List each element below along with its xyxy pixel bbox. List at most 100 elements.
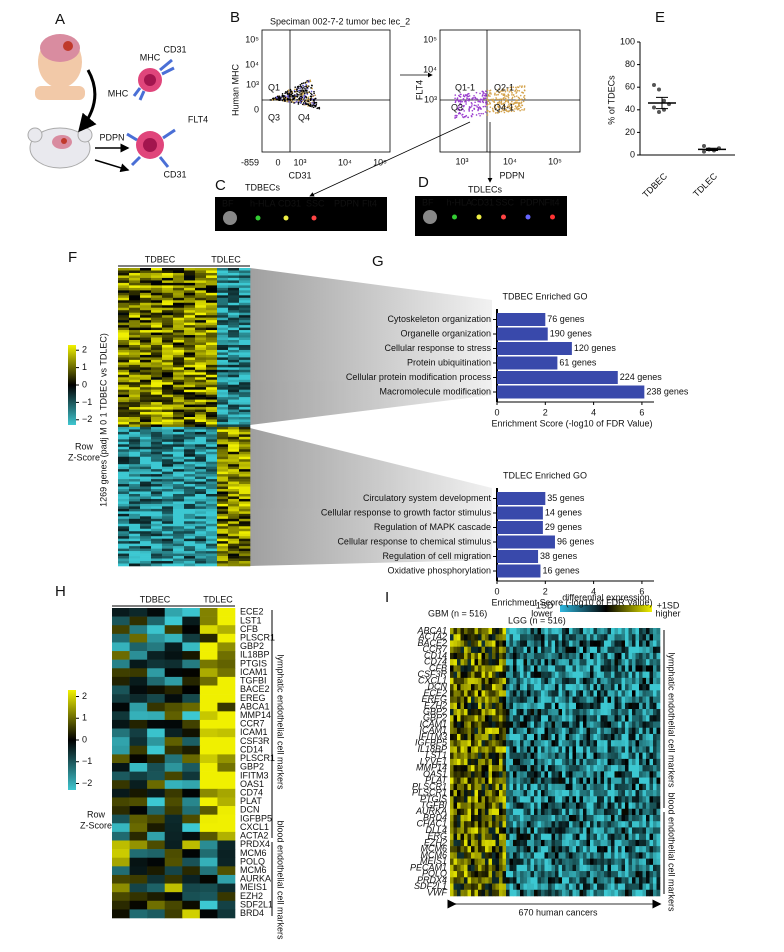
heat-cell <box>646 665 650 672</box>
heat-cell <box>530 864 535 872</box>
event <box>477 106 480 109</box>
event <box>498 110 501 113</box>
heat-cell <box>239 511 251 515</box>
heat-cell <box>495 827 500 834</box>
heat-cell <box>206 399 218 403</box>
heat-cell <box>646 727 650 735</box>
heat-cell <box>604 733 608 741</box>
heat-cell <box>206 305 218 309</box>
heat-cell <box>586 652 591 660</box>
heat-cell <box>118 506 130 510</box>
heat-cell <box>195 300 207 304</box>
heat-cell <box>635 715 640 722</box>
heat-cell <box>597 858 601 866</box>
heat-cell <box>239 484 251 487</box>
heat-cell <box>614 721 619 729</box>
heat-cell <box>495 640 500 647</box>
event <box>290 101 293 103</box>
heat-cell <box>129 526 141 530</box>
heat-cell <box>502 877 507 884</box>
heat-cell <box>195 461 207 465</box>
heat-cell <box>530 671 535 679</box>
heat-cell <box>471 777 475 785</box>
heat-cell <box>184 335 196 338</box>
heat-cell <box>534 877 538 884</box>
heat-cell <box>118 330 130 333</box>
heat-cell <box>516 628 521 635</box>
heat-cell <box>129 625 148 635</box>
heat-cell <box>499 721 503 729</box>
heat-cell <box>523 740 528 747</box>
heat-cell <box>151 496 163 500</box>
heat-cell <box>632 665 636 672</box>
heat-cell <box>656 690 661 697</box>
heat-cell <box>184 327 196 331</box>
heat-cell <box>151 417 163 420</box>
heat-cell <box>118 337 130 341</box>
heat-cell <box>239 409 251 413</box>
heat-cell <box>649 808 654 816</box>
event <box>275 96 278 99</box>
heat-cell <box>600 665 605 672</box>
heat-cell <box>562 752 566 760</box>
heat-cell <box>184 344 196 348</box>
heat-cell <box>217 290 229 294</box>
heat-cell <box>541 684 545 691</box>
heat-cell <box>467 771 472 778</box>
heat-cell <box>464 690 468 697</box>
event <box>465 93 467 96</box>
heat-cell <box>151 548 163 552</box>
heat-cell <box>217 295 229 299</box>
heat-cell <box>199 857 218 867</box>
heat-cell <box>621 827 626 834</box>
heat-cell <box>607 696 612 704</box>
heat-cell <box>600 628 605 635</box>
heat-cell <box>548 690 552 697</box>
heat-cell <box>162 409 174 413</box>
heat-cell <box>239 526 251 530</box>
heat-cell <box>460 746 465 753</box>
heat-cell <box>548 858 552 866</box>
heat-cell <box>471 821 475 828</box>
heat-cell <box>541 802 545 810</box>
event <box>506 106 509 108</box>
heat-cell <box>649 864 654 872</box>
heat-cell <box>548 671 552 679</box>
heat-cell <box>649 827 654 834</box>
heat-cell <box>537 646 542 654</box>
heat-cell <box>450 628 454 635</box>
heat-cell <box>509 677 514 685</box>
heat-cell <box>635 833 640 841</box>
heat-cell <box>478 733 482 741</box>
heat-cell <box>583 777 587 785</box>
heat-cell <box>162 531 174 535</box>
heat-cell <box>593 827 598 834</box>
event <box>479 108 482 110</box>
heat-cell <box>450 858 454 866</box>
heat-cell <box>151 394 163 398</box>
heat-cell <box>635 771 640 778</box>
heat-cell <box>239 518 251 522</box>
heat-cell <box>495 883 500 891</box>
heat-cell <box>228 347 240 351</box>
heat-cell <box>173 305 185 309</box>
heat-cell <box>562 646 566 654</box>
heat-cell <box>649 727 654 735</box>
heat-cell <box>206 536 218 539</box>
heat-cell <box>140 367 152 371</box>
heat-cell <box>195 469 207 472</box>
heat-cell <box>184 402 196 405</box>
heat-cell <box>173 498 185 502</box>
heat-cell <box>478 684 482 691</box>
event <box>306 98 309 101</box>
heat-cell <box>118 471 130 475</box>
heat-cell <box>625 746 629 753</box>
heat-cell <box>639 758 643 766</box>
heat-cell <box>151 518 163 522</box>
heat-cell <box>118 546 130 549</box>
heat-cell <box>140 476 152 480</box>
heat-cell <box>206 407 218 410</box>
heat-cell <box>184 305 196 309</box>
event <box>497 103 500 106</box>
heat-cell <box>534 771 538 778</box>
